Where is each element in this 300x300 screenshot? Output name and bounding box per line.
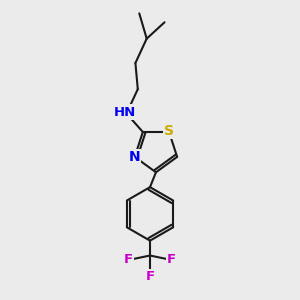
Text: F: F — [146, 270, 154, 284]
Text: F: F — [124, 254, 133, 266]
Text: N: N — [128, 150, 140, 164]
Text: HN: HN — [114, 106, 136, 118]
Text: F: F — [167, 254, 176, 266]
Text: S: S — [164, 124, 174, 138]
